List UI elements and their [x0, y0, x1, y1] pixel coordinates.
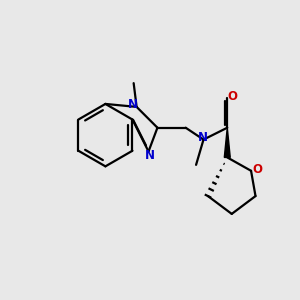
Text: O: O: [253, 163, 262, 176]
Text: N: N: [128, 98, 138, 111]
Text: N: N: [144, 149, 154, 162]
Polygon shape: [224, 128, 230, 158]
Text: N: N: [198, 131, 208, 144]
Text: O: O: [227, 90, 237, 103]
